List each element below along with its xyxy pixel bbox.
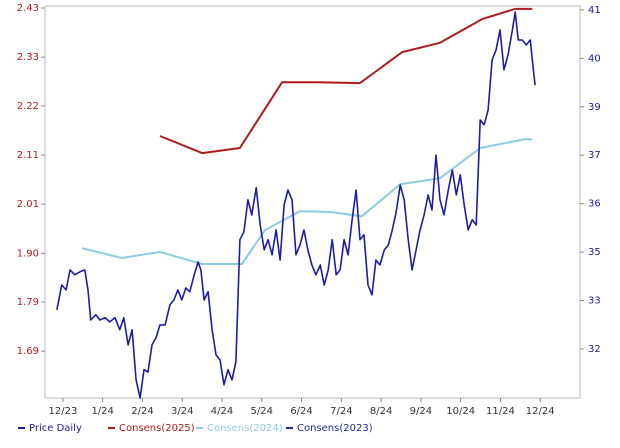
y-tick-label: 2.43	[17, 3, 39, 14]
y2-tick-label: 39	[588, 102, 601, 113]
series-line	[81, 138, 533, 265]
x-tick-label: 7/24	[330, 406, 352, 417]
y-tick-label: 2.33	[17, 52, 39, 63]
y2-tick-label: 41	[588, 5, 601, 16]
x-tick-label: 6/24	[290, 406, 312, 417]
series-line	[159, 7, 533, 155]
y2-tick-label: 32	[588, 344, 601, 355]
x-tick-label: 12/24	[526, 406, 555, 417]
x-tick-label: 8/24	[370, 406, 392, 417]
y2-tick-label: 36	[588, 199, 601, 210]
y-tick-label: 1.69	[17, 346, 39, 357]
legend-label: Consens(2023)	[297, 423, 373, 434]
x-tick-label: 3/24	[171, 406, 193, 417]
legend-label: Consens(2024)	[207, 423, 283, 434]
x-tick-label: 2/24	[131, 406, 153, 417]
y2-tick-label: 37	[588, 150, 601, 161]
y2-tick-label: 35	[588, 247, 601, 258]
y-tick-label: 2.22	[17, 101, 39, 112]
y2-tick-label: 40	[588, 53, 601, 64]
x-tick-label: 12/23	[48, 406, 77, 417]
x-tick-label: 11/24	[486, 406, 515, 417]
series-line	[56, 11, 536, 399]
legend-label: Consens(2025)	[119, 423, 195, 434]
plot-area	[44, 5, 581, 399]
x-tick-label: 9/24	[410, 406, 432, 417]
y-tick-label: 2.01	[17, 199, 39, 210]
y-tick-label: 2.11	[17, 150, 39, 161]
x-tick-label: 10/24	[446, 406, 475, 417]
legend-label: Price Daily	[29, 423, 82, 434]
y2-tick-label: 33	[588, 296, 601, 307]
y-tick-label: 1.79	[17, 297, 39, 308]
y-tick-label: 1.90	[17, 248, 39, 259]
x-tick-label: 5/24	[251, 406, 273, 417]
x-tick-label: 4/24	[211, 406, 233, 417]
x-tick-label: 1/24	[91, 406, 113, 417]
